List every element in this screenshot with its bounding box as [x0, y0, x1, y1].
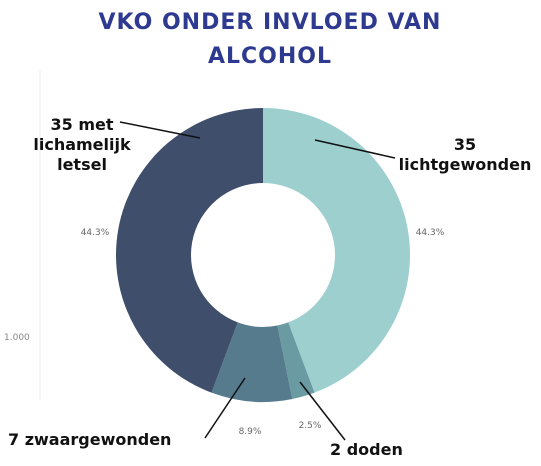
leader-lines [119, 121, 396, 441]
value-label: 44.3% [416, 228, 445, 238]
value-label: 44.3% [81, 228, 110, 238]
value-label: 2.5% [299, 421, 322, 431]
annotation: 1.000 [4, 333, 30, 343]
category-label: 2 doden [330, 440, 403, 459]
category-label: 35 lichtgewonden [398, 135, 532, 174]
donut-slice [277, 322, 315, 400]
donut-slice [211, 322, 293, 402]
leader-line [299, 381, 346, 441]
leader-line [119, 121, 201, 139]
category-label: 7 zwaargewonden [8, 430, 172, 449]
category-label: 35 met lichamelijk letsel [33, 115, 131, 174]
leader-line [314, 139, 396, 159]
donut-slice [263, 108, 410, 393]
value-label: 8.9% [239, 427, 262, 437]
leader-line [204, 377, 246, 439]
chart-title: VKO ONDER INVLOED VAN ALCOHOL [98, 10, 442, 69]
donut-slice [115, 108, 263, 393]
